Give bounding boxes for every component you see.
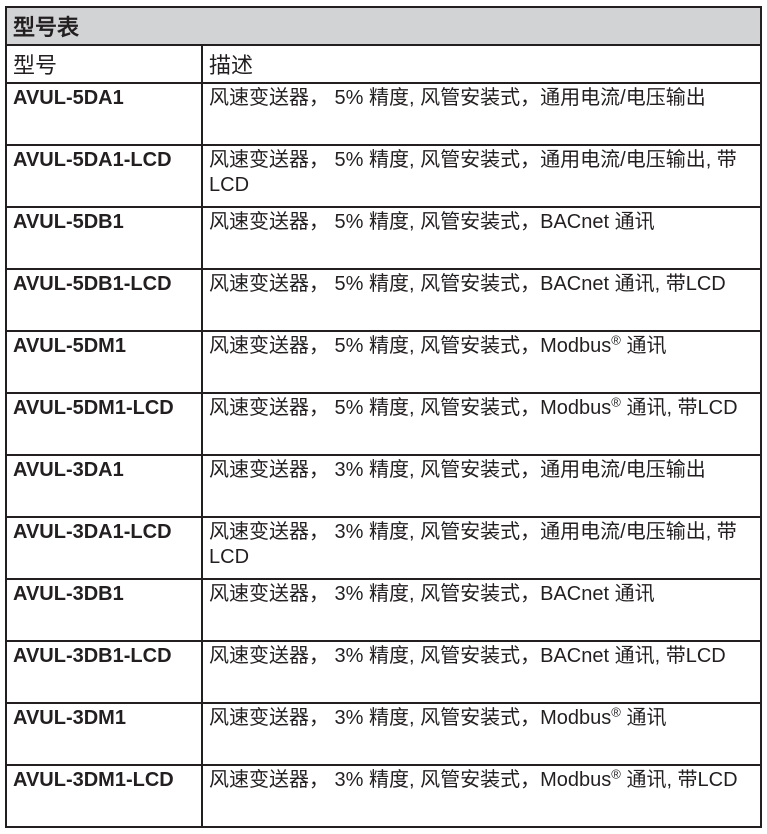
table-row: AVUL-5DA1 风速变送器， 5% 精度, 风管安装式，通用电流/电压输出	[6, 83, 761, 145]
table-header-row: 型号 描述	[6, 45, 761, 83]
table-row: AVUL-5DB1-LCD 风速变送器， 5% 精度, 风管安装式，BACnet…	[6, 269, 761, 331]
table-row: AVUL-5DA1-LCD 风速变送器， 5% 精度, 风管安装式，通用电流/电…	[6, 145, 761, 207]
table-row: AVUL-5DB1 风速变送器， 5% 精度, 风管安装式，BACnet 通讯	[6, 207, 761, 269]
model-cell: AVUL-5DA1-LCD	[6, 145, 202, 207]
model-cell: AVUL-3DB1-LCD	[6, 641, 202, 703]
table-row: AVUL-5DM1-LCD 风速变送器， 5% 精度, 风管安装式，Modbus…	[6, 393, 761, 455]
table-row: AVUL-3DM1-LCD 风速变送器， 3% 精度, 风管安装式，Modbus…	[6, 765, 761, 827]
table-row: AVUL-3DA1 风速变送器， 3% 精度, 风管安装式，通用电流/电压输出	[6, 455, 761, 517]
model-cell: AVUL-3DA1	[6, 455, 202, 517]
desc-cell: 风速变送器， 5% 精度, 风管安装式，BACnet 通讯, 带LCD	[202, 269, 761, 331]
desc-cell: 风速变送器， 3% 精度, 风管安装式，Modbus® 通讯	[202, 703, 761, 765]
desc-cell: 风速变送器， 5% 精度, 风管安装式，通用电流/电压输出, 带LCD	[202, 145, 761, 207]
desc-cell: 风速变送器， 5% 精度, 风管安装式，BACnet 通讯	[202, 207, 761, 269]
model-cell: AVUL-3DM1	[6, 703, 202, 765]
table-row: AVUL-3DA1-LCD 风速变送器， 3% 精度, 风管安装式，通用电流/电…	[6, 517, 761, 579]
model-cell: AVUL-5DM1	[6, 331, 202, 393]
table-row: AVUL-3DB1-LCD 风速变送器， 3% 精度, 风管安装式，BACnet…	[6, 641, 761, 703]
model-cell: AVUL-3DM1-LCD	[6, 765, 202, 827]
desc-cell: 风速变送器， 5% 精度, 风管安装式，Modbus® 通讯	[202, 331, 761, 393]
desc-cell: 风速变送器， 3% 精度, 风管安装式，BACnet 通讯	[202, 579, 761, 641]
model-cell: AVUL-5DB1	[6, 207, 202, 269]
model-cell: AVUL-3DA1-LCD	[6, 517, 202, 579]
desc-cell: 风速变送器， 5% 精度, 风管安装式，Modbus® 通讯, 带LCD	[202, 393, 761, 455]
model-cell: AVUL-3DB1	[6, 579, 202, 641]
table-body: AVUL-5DA1 风速变送器， 5% 精度, 风管安装式，通用电流/电压输出 …	[6, 83, 761, 827]
model-table-container: 型号表 型号 描述 AVUL-5DA1 风速变送器， 5% 精度, 风管安装式，…	[0, 0, 767, 834]
model-cell: AVUL-5DB1-LCD	[6, 269, 202, 331]
table-row: AVUL-5DM1 风速变送器， 5% 精度, 风管安装式，Modbus® 通讯	[6, 331, 761, 393]
table-row: AVUL-3DB1 风速变送器， 3% 精度, 风管安装式，BACnet 通讯	[6, 579, 761, 641]
model-cell: AVUL-5DA1	[6, 83, 202, 145]
model-cell: AVUL-5DM1-LCD	[6, 393, 202, 455]
desc-cell: 风速变送器， 5% 精度, 风管安装式，通用电流/电压输出	[202, 83, 761, 145]
table-title: 型号表	[6, 7, 761, 45]
model-table: 型号表 型号 描述 AVUL-5DA1 风速变送器， 5% 精度, 风管安装式，…	[5, 6, 762, 828]
desc-cell: 风速变送器， 3% 精度, 风管安装式，Modbus® 通讯, 带LCD	[202, 765, 761, 827]
table-title-row: 型号表	[6, 7, 761, 45]
col-header-model: 型号	[6, 45, 202, 83]
desc-cell: 风速变送器， 3% 精度, 风管安装式，BACnet 通讯, 带LCD	[202, 641, 761, 703]
desc-cell: 风速变送器， 3% 精度, 风管安装式，通用电流/电压输出	[202, 455, 761, 517]
table-row: AVUL-3DM1 风速变送器， 3% 精度, 风管安装式，Modbus® 通讯	[6, 703, 761, 765]
desc-cell: 风速变送器， 3% 精度, 风管安装式，通用电流/电压输出, 带LCD	[202, 517, 761, 579]
col-header-desc: 描述	[202, 45, 761, 83]
